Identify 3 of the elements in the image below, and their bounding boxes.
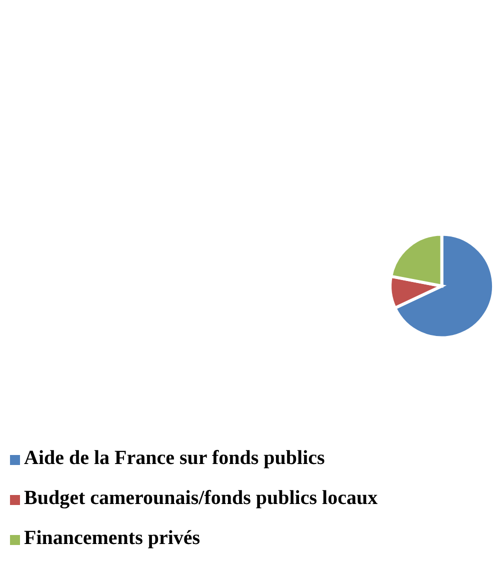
legend-label: Financements privés <box>24 527 200 549</box>
legend-label: Budget camerounais/fonds publics locaux <box>24 487 378 509</box>
legend-label: Aide de la France sur fonds publics <box>24 447 325 469</box>
